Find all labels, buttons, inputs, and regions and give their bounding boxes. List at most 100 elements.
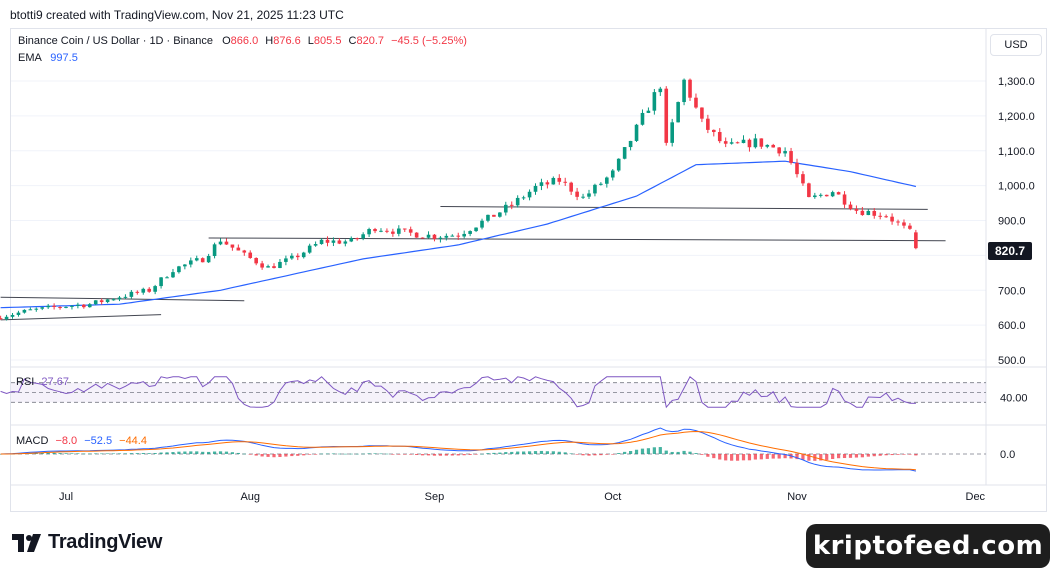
tradingview-logo[interactable]: TradingView bbox=[12, 531, 162, 554]
candle-body[interactable] bbox=[254, 257, 258, 264]
candle-body[interactable] bbox=[236, 247, 241, 251]
candle-body[interactable] bbox=[908, 225, 912, 229]
currency-button[interactable]: USD bbox=[990, 34, 1042, 56]
candle-body[interactable] bbox=[622, 147, 627, 159]
candle-body[interactable] bbox=[610, 170, 615, 178]
candle-body[interactable] bbox=[759, 138, 764, 147]
candle-body[interactable] bbox=[634, 124, 639, 141]
candle-body[interactable] bbox=[52, 305, 56, 308]
candle-body[interactable] bbox=[141, 288, 146, 293]
candle-body[interactable] bbox=[10, 314, 15, 317]
candle-body[interactable] bbox=[753, 138, 758, 148]
candle-body[interactable] bbox=[444, 235, 449, 238]
candle-body[interactable] bbox=[408, 229, 413, 233]
candle-body[interactable] bbox=[551, 177, 556, 185]
candle-body[interactable] bbox=[866, 210, 871, 216]
candle-body[interactable] bbox=[492, 214, 496, 217]
candle-body[interactable] bbox=[438, 237, 443, 239]
candle-body[interactable] bbox=[70, 305, 74, 307]
candle-body[interactable] bbox=[147, 288, 152, 292]
candle-body[interactable] bbox=[16, 312, 21, 315]
candle-body[interactable] bbox=[117, 297, 122, 300]
candle-body[interactable] bbox=[230, 244, 235, 248]
candle-body[interactable] bbox=[402, 228, 407, 230]
candle-body[interactable] bbox=[575, 191, 579, 197]
candle-body[interactable] bbox=[337, 240, 342, 244]
candle-body[interactable] bbox=[64, 306, 68, 308]
candle-body[interactable] bbox=[729, 142, 734, 144]
trendline[interactable] bbox=[208, 237, 946, 242]
candle-body[interactable] bbox=[569, 182, 573, 192]
candle-body[interactable] bbox=[212, 244, 217, 256]
candle-body[interactable] bbox=[373, 229, 377, 232]
candle-body[interactable] bbox=[22, 309, 27, 313]
candle-body[interactable] bbox=[658, 88, 663, 93]
candle-body[interactable] bbox=[557, 177, 562, 182]
candle-body[interactable] bbox=[735, 142, 740, 144]
candle-body[interactable] bbox=[765, 144, 770, 147]
candle-body[interactable] bbox=[664, 88, 669, 143]
candle-body[interactable] bbox=[723, 141, 728, 144]
candle-body[interactable] bbox=[795, 162, 799, 175]
candle-body[interactable] bbox=[153, 286, 157, 292]
candle-body[interactable] bbox=[593, 184, 597, 194]
candle-body[interactable] bbox=[343, 241, 348, 244]
trendline[interactable] bbox=[0, 314, 162, 321]
trendline[interactable] bbox=[0, 296, 245, 302]
candle-body[interactable] bbox=[682, 79, 686, 103]
candle-body[interactable] bbox=[771, 144, 776, 148]
candle-body[interactable] bbox=[509, 204, 514, 206]
candle-body[interactable] bbox=[777, 147, 781, 154]
candle-body[interactable] bbox=[503, 204, 508, 213]
candle-body[interactable] bbox=[890, 216, 894, 222]
candle-body[interactable] bbox=[884, 216, 888, 218]
candle-body[interactable] bbox=[563, 181, 568, 183]
candle-body[interactable] bbox=[307, 245, 312, 253]
candle-body[interactable] bbox=[379, 230, 383, 232]
candle-body[interactable] bbox=[717, 132, 722, 142]
candle-body[interactable] bbox=[165, 277, 169, 279]
candle-body[interactable] bbox=[652, 92, 657, 111]
candle-body[interactable] bbox=[581, 196, 585, 198]
candle-body[interactable] bbox=[605, 177, 609, 184]
candle-body[interactable] bbox=[646, 110, 651, 113]
candle-body[interactable] bbox=[40, 307, 45, 309]
candle-body[interactable] bbox=[206, 255, 211, 263]
candle-body[interactable] bbox=[105, 299, 110, 303]
candle-body[interactable] bbox=[521, 197, 526, 199]
candle-body[interactable] bbox=[420, 237, 425, 239]
candle-body[interactable] bbox=[391, 231, 395, 234]
candle-body[interactable] bbox=[34, 308, 39, 310]
candle-body[interactable] bbox=[0, 318, 3, 320]
candle-body[interactable] bbox=[824, 194, 829, 197]
candle-body[interactable] bbox=[527, 191, 532, 198]
candle-body[interactable] bbox=[76, 304, 80, 306]
candle-body[interactable] bbox=[450, 235, 455, 237]
candle-body[interactable] bbox=[599, 183, 603, 185]
candle-body[interactable] bbox=[616, 158, 621, 171]
candle-body[interactable] bbox=[218, 241, 223, 245]
candle-body[interactable] bbox=[248, 252, 253, 258]
candle-body[interactable] bbox=[331, 240, 336, 243]
candle-body[interactable] bbox=[830, 192, 835, 197]
candle-body[interactable] bbox=[700, 107, 704, 119]
candle-body[interactable] bbox=[301, 252, 306, 258]
candle-body[interactable] bbox=[200, 258, 205, 263]
candle-body[interactable] bbox=[159, 277, 163, 287]
candle-body[interactable] bbox=[28, 309, 33, 311]
candle-body[interactable] bbox=[801, 174, 805, 184]
candle-body[interactable] bbox=[272, 266, 276, 269]
candle-body[interactable] bbox=[278, 261, 282, 269]
candle-body[interactable] bbox=[46, 305, 50, 308]
candle-body[interactable] bbox=[694, 97, 698, 108]
candle-body[interactable] bbox=[349, 238, 354, 242]
candle-body[interactable] bbox=[783, 151, 787, 154]
candle-body[interactable] bbox=[486, 214, 490, 221]
candle-body[interactable] bbox=[842, 194, 847, 205]
candle-body[interactable] bbox=[123, 296, 128, 298]
candle-body[interactable] bbox=[355, 238, 360, 240]
candle-body[interactable] bbox=[93, 300, 98, 305]
candle-body[interactable] bbox=[385, 230, 389, 232]
candle-body[interactable] bbox=[670, 122, 674, 143]
candle-body[interactable] bbox=[896, 221, 900, 223]
